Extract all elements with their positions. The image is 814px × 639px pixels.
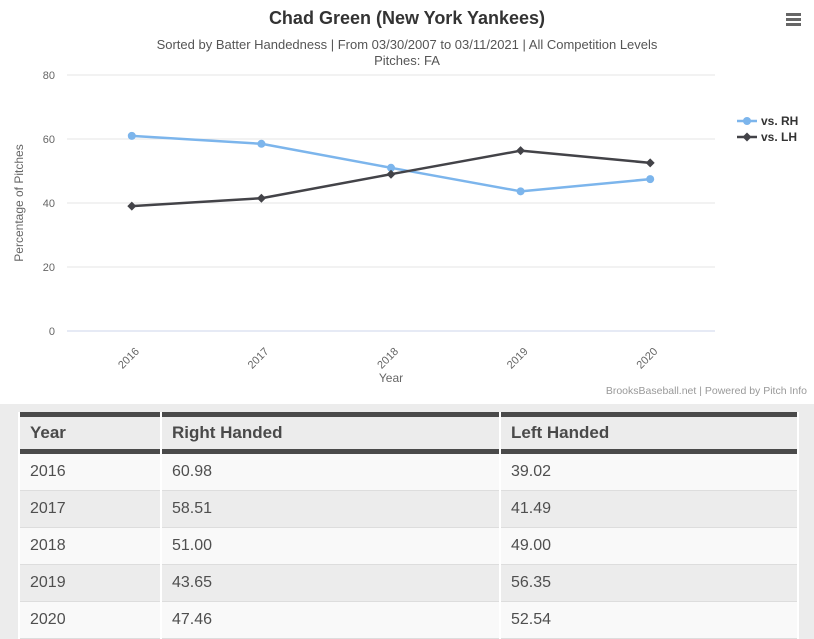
data-point-marker[interactable] <box>387 163 395 172</box>
data-point-marker[interactable] <box>386 169 396 179</box>
cell-year: 2020 <box>20 602 160 639</box>
cell-left-handed: 41.49 <box>501 491 797 528</box>
legend-item-vs-rh[interactable]: vs. RH <box>737 114 798 128</box>
series-vs-lh <box>127 146 655 211</box>
legend-label: vs. RH <box>761 114 798 128</box>
cell-left-handed: 52.54 <box>501 602 797 639</box>
cell-right-handed: 43.65 <box>162 565 499 602</box>
cell-year: 2016 <box>20 454 160 491</box>
chart-menu-button[interactable] <box>786 13 801 27</box>
legend-item-vs-lh[interactable]: vs. LH <box>737 130 797 144</box>
x-axis-title: Year <box>379 371 403 385</box>
y-tick-label: 80 <box>43 70 55 82</box>
cell-left-handed: 49.00 <box>501 528 797 565</box>
cell-year: 2017 <box>20 491 160 528</box>
cell-left-handed: 56.35 <box>501 565 797 602</box>
table-row: 2017 58.51 41.49 <box>20 491 797 528</box>
x-tick-label: 2019 <box>505 346 531 372</box>
table-row: 2016 60.98 39.02 <box>20 454 797 491</box>
col-header-year: Year <box>20 412 160 454</box>
cell-right-handed: 51.00 <box>162 528 499 565</box>
chart-plot-area: 0 20 40 60 80 2016 2017 2018 2019 2020 Percentage … <box>12 70 807 397</box>
table-row: 2019 43.65 56.35 <box>20 565 797 602</box>
data-point-marker[interactable] <box>646 175 655 184</box>
x-tick-label: 2018 <box>375 346 401 372</box>
data-point-marker[interactable] <box>127 201 137 211</box>
data-point-marker[interactable] <box>257 139 266 148</box>
chart-title: Chad Green (New York Yankees) <box>268 8 546 28</box>
x-tick-label: 2020 <box>635 346 661 372</box>
data-point-marker[interactable] <box>516 146 526 156</box>
cell-left-handed: 39.02 <box>501 454 797 491</box>
x-tick-label: 2017 <box>246 346 272 372</box>
series-line-vs-rh <box>130 134 652 193</box>
cell-right-handed: 60.98 <box>162 454 499 491</box>
table-header-row: Year Right Handed Left Handed <box>20 412 797 454</box>
data-point-marker[interactable] <box>516 187 525 196</box>
y-tick-label: 40 <box>43 198 55 210</box>
col-header-right-handed: Right Handed <box>162 412 499 454</box>
chart: 0 20 40 60 80 2016 2017 2018 2019 2020 Percentage … <box>12 8 808 397</box>
cell-year: 2019 <box>20 565 160 602</box>
chart-pitches-subtitle: Pitches: FA <box>374 53 440 68</box>
data-point-marker[interactable] <box>256 193 266 203</box>
data-point-marker[interactable] <box>127 131 136 140</box>
data-point-marker[interactable] <box>645 158 655 168</box>
series-vs-rh <box>127 131 655 196</box>
table-row: 2018 51.00 49.00 <box>20 528 797 565</box>
x-tick-label: 2016 <box>116 346 142 372</box>
chart-subtitle: Sorted by Batter Handedness | From 03/30… <box>156 37 658 52</box>
y-tick-label: 0 <box>49 326 55 338</box>
cell-right-handed: 47.46 <box>162 602 499 639</box>
cell-year: 2018 <box>20 528 160 565</box>
legend-label: vs. LH <box>761 130 797 144</box>
handedness-table: Year Right Handed Left Handed 2016 60.98 3… <box>18 412 799 639</box>
y-axis-title: Percentage of Pitches <box>12 144 26 261</box>
y-tick-label: 60 <box>43 134 55 146</box>
y-tick-label: 20 <box>43 262 55 274</box>
legend-marker <box>743 117 751 125</box>
cell-right-handed: 58.51 <box>162 491 499 528</box>
col-header-left-handed: Left Handed <box>501 412 797 454</box>
hamburger-icon <box>786 13 801 26</box>
table-row: 2020 47.46 52.54 <box>20 602 797 639</box>
legend-marker <box>742 132 752 142</box>
data-table-section: Year Right Handed Left Handed 2016 60.98 3… <box>0 404 814 639</box>
credits: BrooksBaseball.net | Powered by Pitch In… <box>606 385 807 397</box>
